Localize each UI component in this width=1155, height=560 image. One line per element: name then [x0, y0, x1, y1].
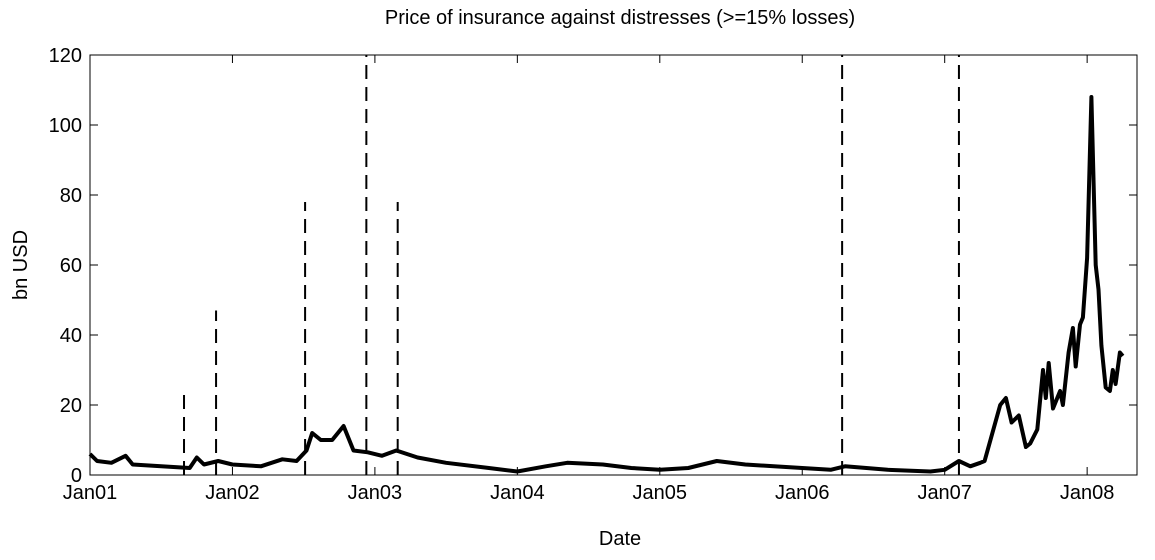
y-tick-label: 40 — [60, 325, 82, 347]
y-tick-label: 80 — [60, 185, 82, 207]
y-tick-label: 120 — [49, 45, 82, 67]
x-axis-label: Date — [599, 528, 641, 550]
y-tick-label: 20 — [60, 395, 82, 417]
y-tick-label: 0 — [71, 465, 82, 487]
y-tick-label: 100 — [49, 115, 82, 137]
x-tick-label: Jan03 — [348, 482, 403, 504]
plot-frame — [89, 54, 1138, 476]
x-tick-label: Jan02 — [205, 482, 260, 504]
y-tick-label: 60 — [60, 255, 82, 277]
y-axis-label: bn USD — [10, 230, 32, 300]
x-tick-label: Jan01 — [63, 482, 118, 504]
x-tick-label: Jan08 — [1060, 482, 1115, 504]
x-tick-label: Jan06 — [775, 482, 830, 504]
x-tick-label: Jan04 — [490, 482, 545, 504]
x-tick-label: Jan07 — [917, 482, 972, 504]
x-tick-label: Jan05 — [633, 482, 688, 504]
chart-title: Price of insurance against distresses (>… — [385, 7, 855, 29]
series-line — [88, 95, 1125, 474]
